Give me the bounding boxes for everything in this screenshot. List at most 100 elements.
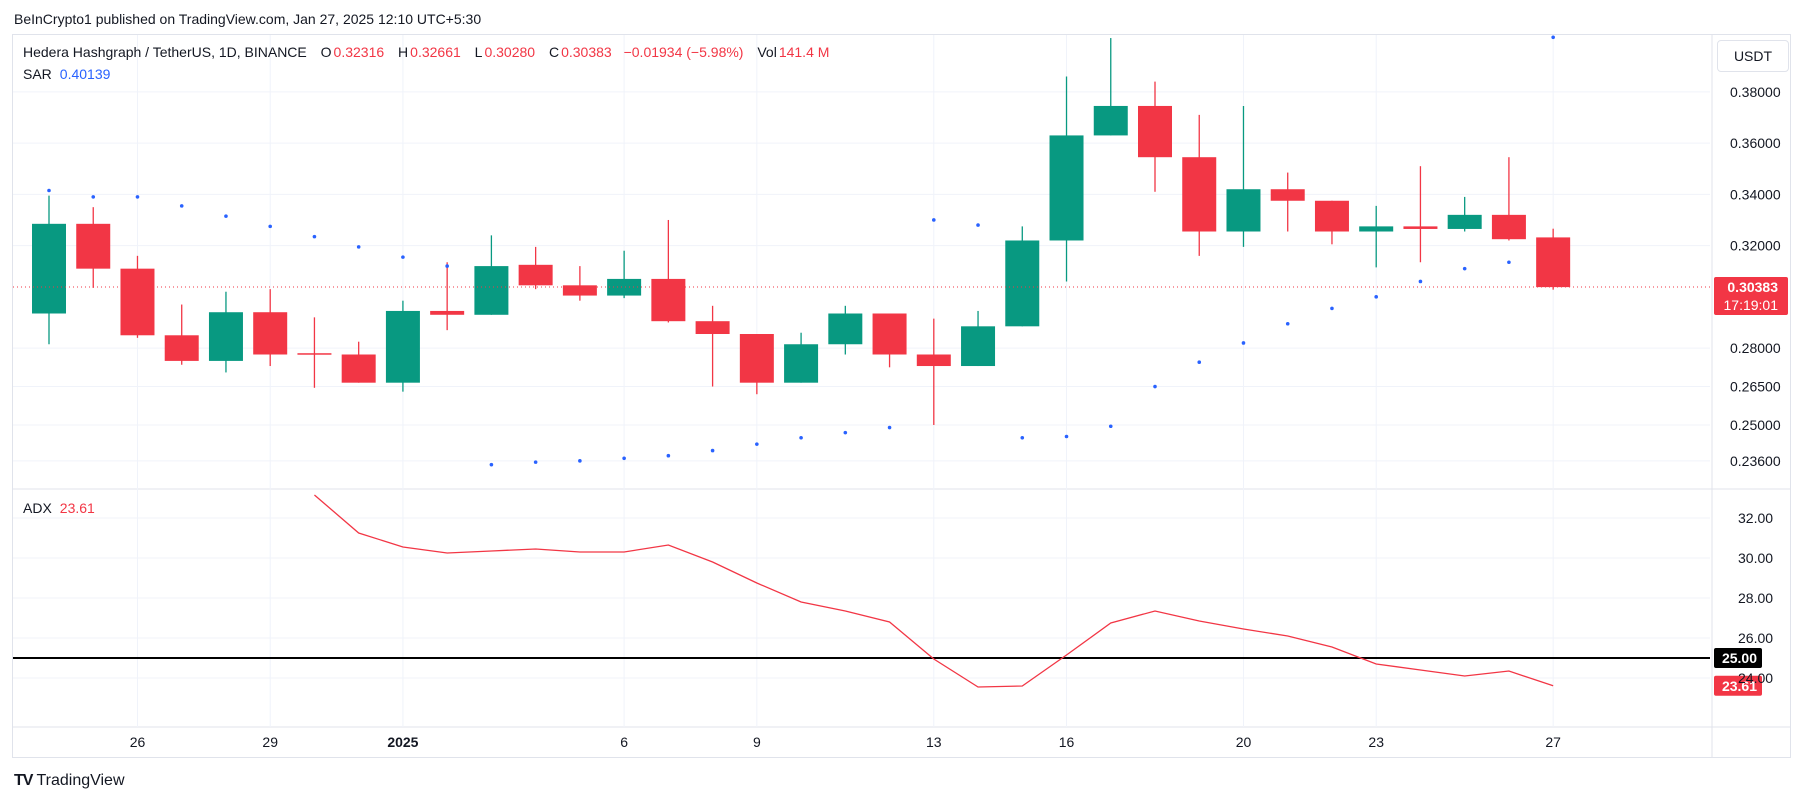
sar-dot [268,224,273,229]
grid-lines [13,35,1790,757]
candle-up [1226,189,1261,232]
sar-dot [1108,424,1113,429]
candle-up [1093,105,1128,136]
adx-level-label: 25.00 [1722,650,1757,666]
candle-down [1491,214,1526,240]
adx-value-badge [1714,675,1762,696]
sar-dot [1153,384,1157,389]
published-by-text: BeInCrypto1 published on TradingView.com… [14,11,482,27]
adx-value-label: 23.61 [1722,678,1757,694]
x-axis-label: 16 [1059,734,1075,750]
low-value: 0.30280 [484,44,536,60]
sar-dot [755,442,759,446]
high-label: H [398,44,409,60]
axes: 0.38000 0.36000 0.34000 0.32000 0.28000 0.265… [130,84,1781,750]
x-axis-label: 9 [753,734,761,750]
candle-down [253,312,288,355]
sar-dot [401,255,405,259]
price-pane: 0.30383 17:19:01 [13,35,1788,467]
adx-pane: 25.00 23.61 [13,494,1762,696]
candle-down [341,354,376,383]
candle-down [1536,237,1571,288]
low-label: L [474,44,483,60]
adx-label: ADX [23,500,52,516]
candle-down [120,268,155,336]
adx-axis-label: 32.00 [1738,510,1773,526]
brand-name: TradingView [36,772,125,789]
sar-dot [1020,435,1025,440]
volume-value: 141.4 M [778,44,830,60]
sar-dot [622,456,626,461]
price-axis-label: 0.28000 [1730,340,1781,356]
candle-up [474,266,509,315]
sar-value: 0.40139 [59,66,111,82]
adx-line [314,494,1554,688]
candle-up [961,326,996,367]
x-axis-label: 29 [262,734,278,750]
sar-dot [1551,35,1555,40]
candle-down [651,278,686,322]
x-axis-label: 26 [130,734,146,750]
sar-legend: SAR 0.40139 [23,66,110,82]
countdown-label: 17:19:01 [1724,297,1779,313]
x-axis-label: 23 [1368,734,1384,750]
high-value: 0.32661 [410,44,461,60]
candle-down [1314,200,1349,232]
adx-level-badge [1714,648,1762,668]
sar-dot [47,188,51,193]
sar-dot [489,462,494,467]
candle-up [784,344,819,383]
candle-down [76,223,111,269]
price-axis-label: 0.23600 [1730,453,1781,469]
adx-legend: ADX 23.61 [23,500,95,516]
candle-up [1049,135,1084,241]
sar-dot [312,234,317,239]
close-value: 0.30383 [561,44,612,60]
x-axis-label: 27 [1545,734,1561,750]
candle-down [1270,189,1305,201]
candle-up [828,313,863,345]
open-value: 0.32316 [333,44,385,60]
price-axis-label: 0.34000 [1730,186,1781,202]
x-axis-label: 2025 [387,734,418,750]
candle-down [1182,157,1217,232]
candle-up [607,278,642,296]
sar-dot [1241,341,1246,345]
sar-dot [843,430,848,435]
currency-button[interactable]: USDT [1717,40,1789,72]
chart-frame [12,34,1791,758]
candle-down [1138,105,1172,158]
tradingview-logo-icon: TV [14,772,33,789]
price-axis-label: 0.25000 [1730,417,1781,433]
sar-dot [1064,434,1069,439]
adx-axis-label: 24.00 [1738,670,1773,686]
sar-dot [666,453,671,458]
candle-up [385,310,420,383]
sar-dot [179,204,184,208]
sar-dot [1462,266,1467,271]
adx-axis-label: 28.00 [1738,590,1773,606]
sar-dot [578,459,582,463]
candle-down [872,313,907,355]
price-axis-label: 0.36000 [1730,135,1781,151]
candle-up [1447,214,1482,229]
sar-dot [224,214,228,218]
sar-dot [887,425,892,430]
sar-dot [932,218,936,222]
candle-down [695,321,730,335]
symbol-legend: Hedera Hashgraph / TetherUS, 1D, BINANCE… [23,44,831,60]
tradingview-brand[interactable]: TV TradingView [14,772,125,790]
adx-axis-label: 30.00 [1738,550,1773,566]
candle-up [32,223,66,314]
candle-down [430,310,465,315]
sar-dot [976,223,980,227]
candle-up [1005,240,1040,327]
sar-dot [1418,279,1423,284]
sar-dot [533,460,538,464]
candle-up [208,312,243,361]
volume-label: Vol [757,44,777,60]
candle-up [1359,226,1394,232]
sar-dot [1374,295,1378,299]
close-label: C [548,44,560,60]
